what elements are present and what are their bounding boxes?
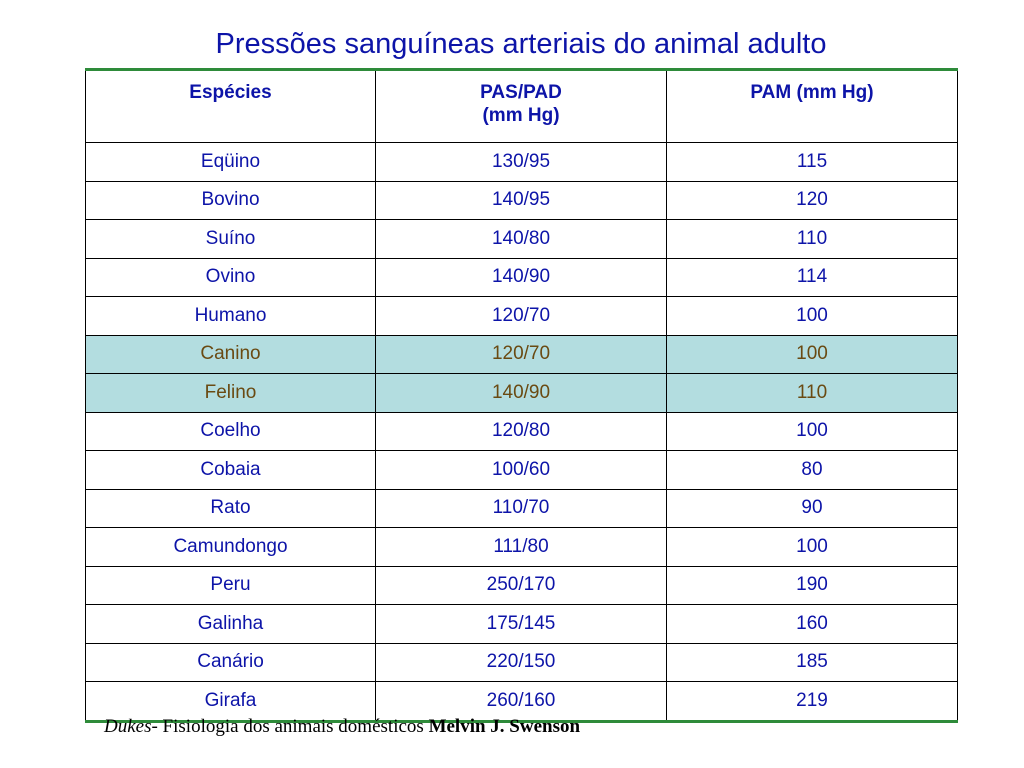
table-row: Ovino 140/90 114 xyxy=(85,258,958,297)
cell-pas-pad: 260/160 xyxy=(375,681,667,721)
cell-pam: 110 xyxy=(666,373,958,413)
cell-pam: 80 xyxy=(666,450,958,490)
cell-species: Coelho xyxy=(85,412,376,451)
cell-pas-pad: 110/70 xyxy=(375,489,667,528)
cell-species: Girafa xyxy=(85,681,376,721)
cell-species: Cobaia xyxy=(85,450,376,490)
cell-pas-pad: 140/80 xyxy=(375,219,667,259)
table-row: Cobaia 100/60 80 xyxy=(85,450,958,490)
table-row: Eqüino 130/95 115 xyxy=(85,142,958,182)
cell-pam: 110 xyxy=(666,219,958,259)
cell-pam: 100 xyxy=(666,296,958,336)
blood-pressure-table: Espécies PAS/PAD (mm Hg) PAM (mm Hg) Eqü… xyxy=(85,68,958,723)
cell-pas-pad: 111/80 xyxy=(375,527,667,567)
cell-pas-pad: 100/60 xyxy=(375,450,667,490)
table-row: Humano 120/70 100 xyxy=(85,296,958,336)
header-pas-pad-line2: (mm Hg) xyxy=(482,105,560,126)
blood-pressure-table-wrapper: Espécies PAS/PAD (mm Hg) PAM (mm Hg) Eqü… xyxy=(85,68,958,723)
table-row: Bovino 140/95 120 xyxy=(85,181,958,220)
table-row: Canino 120/70 100 xyxy=(85,335,958,374)
cell-pam: 90 xyxy=(666,489,958,528)
table-row: Coelho 120/80 100 xyxy=(85,412,958,451)
table-row: Canário 220/150 185 xyxy=(85,643,958,682)
cell-pas-pad: 175/145 xyxy=(375,604,667,644)
caption-author: Melvin J. Swenson xyxy=(428,716,581,737)
cell-pam: 100 xyxy=(666,412,958,451)
cell-pam: 100 xyxy=(666,527,958,567)
source-caption: Dukes- Fisiologia dos animais domésticos… xyxy=(104,716,580,738)
cell-pas-pad: 130/95 xyxy=(375,142,667,182)
cell-pam: 114 xyxy=(666,258,958,297)
caption-subtitle: - Fisiologia dos animais domésticos xyxy=(151,716,429,737)
cell-pas-pad: 250/170 xyxy=(375,566,667,605)
table-row: Suíno 140/80 110 xyxy=(85,219,958,259)
table-header-row: Espécies PAS/PAD (mm Hg) PAM (mm Hg) xyxy=(85,69,958,143)
cell-species: Rato xyxy=(85,489,376,528)
cell-species: Camundongo xyxy=(85,527,376,567)
cell-pam: 219 xyxy=(666,681,958,721)
header-pas-pad-line1: PAS/PAD xyxy=(480,82,562,103)
cell-species: Galinha xyxy=(85,604,376,644)
cell-pas-pad: 120/80 xyxy=(375,412,667,451)
table-row: Camundongo 111/80 100 xyxy=(85,527,958,567)
cell-pam: 115 xyxy=(666,142,958,182)
page-title: Pressões sanguíneas arteriais do animal … xyxy=(215,28,827,60)
cell-pas-pad: 140/90 xyxy=(375,258,667,297)
table-row: Girafa 260/160 219 xyxy=(85,681,958,721)
cell-species: Ovino xyxy=(85,258,376,297)
table-row: Galinha 175/145 160 xyxy=(85,604,958,644)
caption-book: Dukes xyxy=(104,716,152,737)
cell-species: Humano xyxy=(85,296,376,336)
cell-species: Canino xyxy=(85,335,376,374)
cell-species: Suíno xyxy=(85,219,376,259)
table-row: Peru 250/170 190 xyxy=(85,566,958,605)
table-body: Eqüino 130/95 115 Bovino 140/95 120 Suíno 140/8… xyxy=(85,142,958,721)
header-species: Espécies xyxy=(85,69,376,143)
table-row: Felino 140/90 110 xyxy=(85,373,958,413)
cell-pam: 190 xyxy=(666,566,958,605)
cell-pam: 185 xyxy=(666,643,958,682)
header-pas-pad: PAS/PAD (mm Hg) xyxy=(375,69,667,143)
cell-species: Bovino xyxy=(85,181,376,220)
cell-species: Peru xyxy=(85,566,376,605)
cell-pas-pad: 120/70 xyxy=(375,335,667,374)
header-pam: PAM (mm Hg) xyxy=(666,69,958,143)
cell-pam: 100 xyxy=(666,335,958,374)
cell-species: Canário xyxy=(85,643,376,682)
table-row: Rato 110/70 90 xyxy=(85,489,958,528)
cell-pam: 160 xyxy=(666,604,958,644)
cell-pas-pad: 120/70 xyxy=(375,296,667,336)
cell-pam: 120 xyxy=(666,181,958,220)
cell-species: Eqüino xyxy=(85,142,376,182)
cell-pas-pad: 220/150 xyxy=(375,643,667,682)
cell-pas-pad: 140/90 xyxy=(375,373,667,413)
cell-species: Felino xyxy=(85,373,376,413)
cell-pas-pad: 140/95 xyxy=(375,181,667,220)
